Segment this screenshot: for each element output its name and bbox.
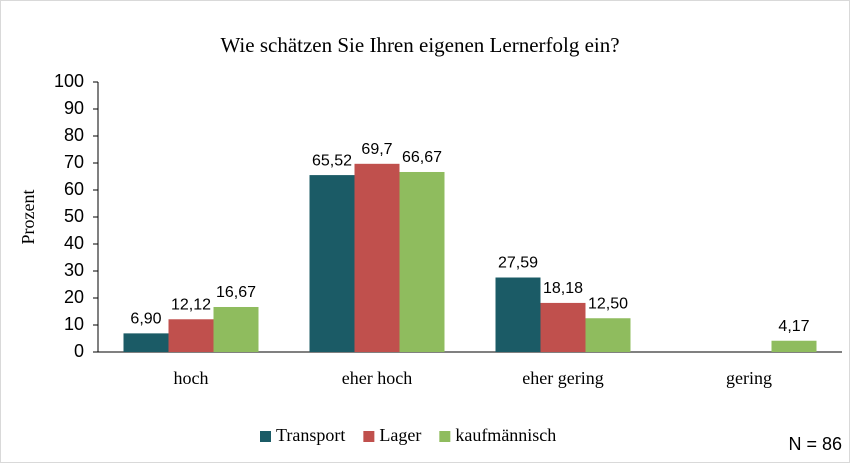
bar — [771, 340, 817, 352]
legend-swatch — [363, 431, 375, 442]
x-tick-label: hoch — [174, 368, 209, 388]
bar — [354, 163, 400, 352]
bar — [399, 171, 445, 352]
data-label: 4,17 — [778, 318, 809, 335]
legend-swatch — [439, 431, 451, 442]
bar — [213, 306, 259, 352]
y-tick-label: 60 — [64, 179, 84, 199]
legend-label: Transport — [276, 425, 345, 445]
y-tick-label: 90 — [64, 98, 84, 118]
legend-label: kaufmännisch — [455, 425, 556, 445]
data-label: 65,52 — [312, 152, 352, 169]
bar — [309, 175, 355, 352]
bar — [540, 302, 586, 352]
y-axis-label: Prozent — [18, 190, 38, 245]
y-tick-label: 40 — [64, 233, 84, 253]
annotation: N = 86 — [788, 434, 842, 454]
y-tick-label: 10 — [64, 314, 84, 334]
y-tick-label: 100 — [54, 71, 84, 91]
y-tick-label: 30 — [64, 260, 84, 280]
data-label: 12,12 — [171, 296, 211, 313]
data-label: 69,7 — [361, 141, 392, 158]
y-tick-label: 50 — [64, 206, 84, 226]
bar — [585, 318, 631, 352]
data-label: 16,67 — [216, 284, 256, 301]
data-label: 12,50 — [588, 295, 628, 312]
data-label: 18,18 — [543, 280, 583, 297]
bar — [168, 319, 214, 352]
y-tick-label: 20 — [64, 287, 84, 307]
x-tick-label: eher gering — [522, 368, 603, 388]
data-label: 6,90 — [130, 311, 161, 328]
y-tick-label: 80 — [64, 125, 84, 145]
data-label: 66,67 — [402, 149, 442, 166]
chart-title: Wie schätzen Sie Ihren eigenen Lernerfol… — [220, 33, 619, 57]
y-tick-label: 70 — [64, 152, 84, 172]
bar — [495, 277, 541, 352]
legend-swatch — [260, 431, 271, 442]
x-tick-label: eher hoch — [342, 368, 412, 388]
legend-label: Lager — [379, 425, 421, 445]
y-tick-label: 0 — [74, 341, 84, 361]
x-tick-label: gering — [726, 368, 772, 388]
data-label: 27,59 — [498, 255, 538, 272]
bar — [123, 333, 169, 352]
